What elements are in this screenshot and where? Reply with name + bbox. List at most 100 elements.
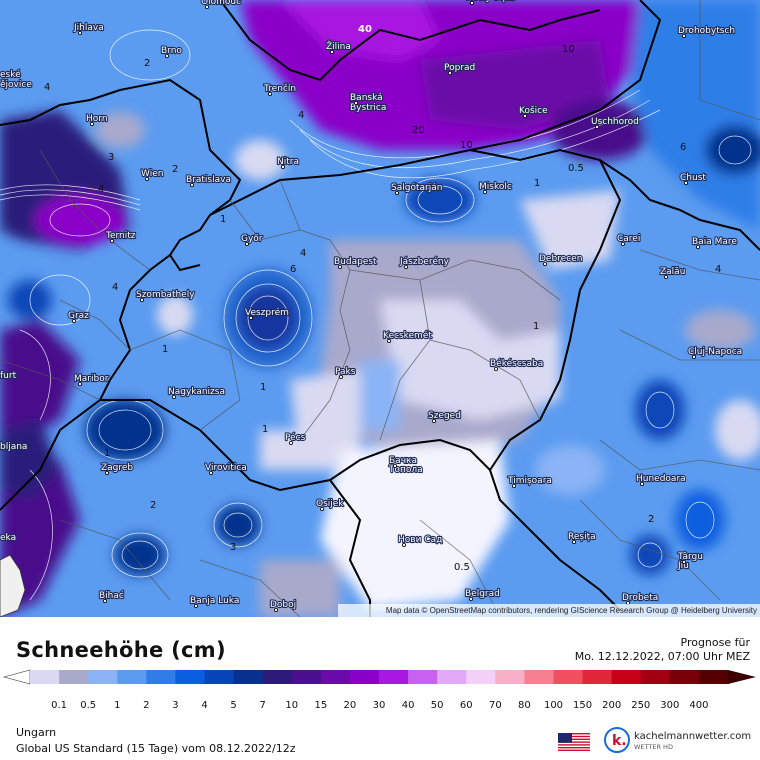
legend-swatch (117, 670, 147, 684)
city-marker (664, 274, 669, 279)
legend-high-arrow (728, 670, 756, 684)
snow-depth-map[interactable]: 40 10 2 2 4 20 10 0.5 1 1 4 4 4 6 1 4 1 1 6 1 2 3 1 0.5 2 3 4 Olom… (0, 0, 760, 617)
city-marker (244, 241, 249, 246)
city-drohobytsch: Drohobytsch (677, 25, 736, 39)
city-drobeta: Drobeta (621, 592, 659, 606)
legend-swatch (262, 670, 293, 684)
legend-swatch (669, 670, 700, 684)
city-name: Olomouc (201, 0, 241, 7)
city-marker (595, 125, 600, 130)
contour-value: 1 (260, 382, 266, 393)
city-osijek: Osijek (315, 498, 345, 511)
legend-level-label: 80 (518, 700, 531, 711)
city-name: Paks (335, 367, 356, 377)
contour-value: 2 (172, 164, 178, 175)
legend-swatch (379, 670, 409, 684)
legend-swatch (698, 670, 729, 684)
city-marker (431, 418, 436, 423)
city-name: Нови Сад (398, 535, 442, 545)
city-name: Veszprém (245, 307, 289, 318)
legend-swatch (320, 670, 351, 684)
brand-logo[interactable]: k. kachelmannwetter.com WETTER HD (604, 726, 754, 754)
contour-value: 2 (150, 500, 156, 511)
city-marker (189, 182, 194, 187)
city-name: Poprad (444, 63, 475, 73)
city-békéscsaba: Békéscsaba (489, 357, 544, 371)
city-name: Maribor (74, 374, 109, 384)
city-name: Békéscsaba (490, 358, 543, 369)
city-name: Budapest (334, 257, 377, 267)
city-marker (329, 50, 334, 55)
city-name: Brno (161, 46, 182, 56)
city-jászberény: Jászberény (398, 255, 451, 269)
city-szombathely: Szombathely (135, 289, 196, 302)
city-name: Cluj-Napoca (688, 347, 742, 357)
city-horn: Horn (85, 113, 109, 127)
legend-swatch (59, 670, 89, 684)
city-name: Miskolc (479, 182, 512, 192)
contour-value: 10 (460, 140, 473, 151)
legend-level-label: 4 (201, 700, 207, 711)
city-bihać: Bihać (98, 589, 125, 604)
city-name: Drobeta (622, 593, 658, 603)
color-legend: 0.1 0.5 1 2 3 4 5 7 10 15 20 30 40 50 60 70 80 100 150 200 2… (0, 668, 760, 714)
legend-level-label: 300 (660, 700, 679, 711)
legend-level-label: 70 (489, 700, 502, 711)
legend-level-label: 7 (259, 700, 265, 711)
city-name: Uschhorod (591, 117, 639, 127)
city-marker (248, 315, 253, 320)
contour-value: 1 (162, 344, 168, 355)
legend-swatch (466, 670, 496, 684)
city-cluj-napoca: Cluj-Napoca (687, 346, 743, 359)
city-doboj: Doboj (269, 599, 297, 613)
city-name: Virovitica (205, 463, 247, 473)
city-kecskemét: Kecskemét (382, 329, 433, 343)
city-virovitica: Virovitica (204, 462, 248, 475)
city-budapest: Budapest (333, 256, 378, 269)
contour-value: 3 (108, 152, 114, 163)
contour-value: 1 (533, 321, 539, 332)
contour-value: 40 (358, 24, 372, 35)
legend-level-label: 250 (631, 700, 650, 711)
contour-value: 10 (562, 44, 575, 55)
city-name: Carei (617, 234, 640, 244)
page-title: Schneehöhe (cm) (16, 638, 226, 662)
city-marker (171, 394, 176, 399)
city-ternitz: Ternitz (104, 230, 137, 243)
city-name: Zalău (660, 267, 685, 277)
legend-level-label: 3 (172, 700, 178, 711)
city-name: Timișoara (507, 476, 552, 486)
city-name: Bratislava (186, 175, 231, 185)
city-trenčín: Trenčín (262, 82, 297, 97)
city-name: Drohobytsch (678, 26, 735, 36)
city-labels: Olomouc Nowy Sącz Jihlava Brno Žilina Poprad D… (67, 0, 743, 613)
city-banská-bystrica: Banská Bystrica (349, 92, 388, 114)
city-marker (105, 470, 110, 475)
city-marker (78, 30, 83, 35)
us-flag-icon[interactable] (558, 733, 590, 751)
city-zalău: Zalău (659, 266, 687, 279)
brand-sub: WETTER HD (634, 743, 673, 751)
city-name: Nitra (277, 157, 299, 167)
legend-level-label: 15 (314, 700, 327, 711)
city-marker (386, 338, 391, 343)
adriatic-sea (0, 554, 26, 617)
contour-value: 1 (220, 214, 226, 225)
legend-swatch (349, 670, 380, 684)
city-brno: Brno (160, 45, 184, 59)
city-marker (394, 190, 399, 195)
city-marker (572, 540, 577, 545)
city-miskolc: Miskolc (478, 181, 513, 194)
city-marker (403, 264, 408, 269)
city-marker (139, 297, 144, 302)
city-reșița: Reșița (567, 531, 597, 545)
city-uschhorod: Uschhorod (590, 116, 640, 130)
legend-swatch (408, 670, 438, 684)
city-carei: Carei (616, 233, 641, 246)
svg-text:k.: k. (612, 733, 627, 749)
contour-value: 1 (104, 448, 110, 459)
city-marker (103, 599, 108, 604)
city-marker (144, 176, 149, 181)
city-marker (90, 122, 95, 127)
